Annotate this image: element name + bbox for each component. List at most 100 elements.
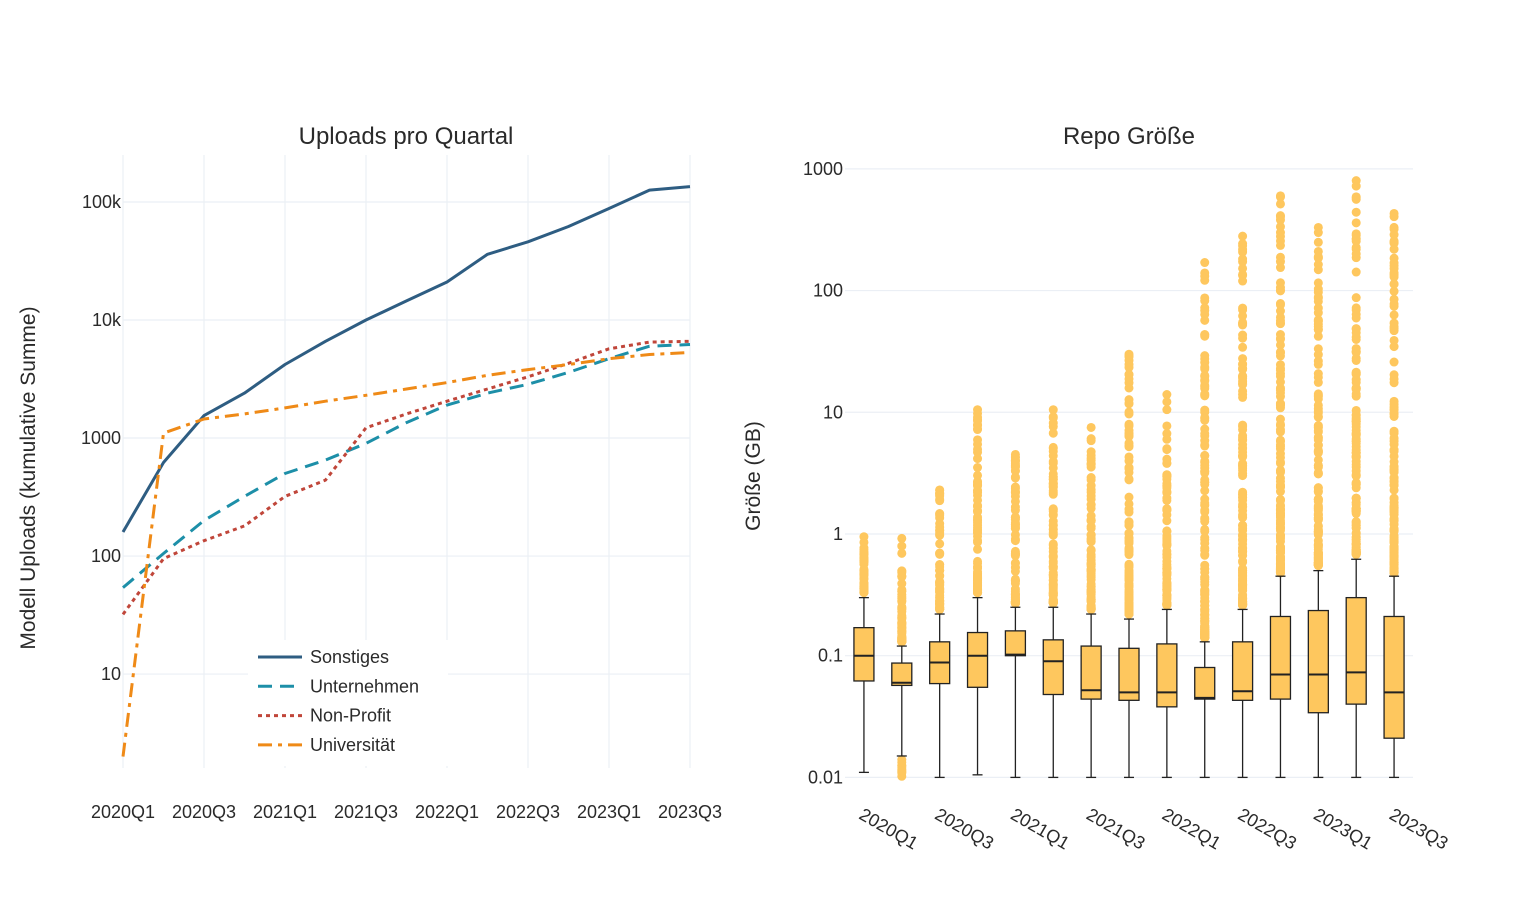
- outlier-point: [1124, 464, 1134, 474]
- outlier-point: [1238, 593, 1248, 603]
- box-2020Q1: [853, 532, 875, 774]
- y-tick-label: 1000: [803, 159, 843, 179]
- outlier-point: [1313, 372, 1323, 382]
- outlier-point: [1275, 199, 1285, 209]
- outlier-point: [1351, 244, 1361, 254]
- series-line-non-profit: [121, 339, 691, 616]
- outlier-point: [1275, 480, 1285, 490]
- outlier-point: [935, 591, 945, 601]
- outlier-point: [1238, 511, 1248, 521]
- outlier-point: [1200, 296, 1210, 306]
- outlier-point: [1351, 207, 1361, 217]
- outlier-point: [897, 548, 907, 558]
- outlier-point: [1351, 344, 1361, 354]
- outlier-point: [1010, 466, 1020, 476]
- outlier-point: [1162, 493, 1172, 503]
- outlier-point: [1124, 428, 1134, 438]
- outlier-point: [1238, 490, 1248, 500]
- x-tick-label: 2023Q1: [577, 802, 641, 822]
- outlier-point: [1389, 286, 1399, 296]
- outlier-point: [1275, 425, 1285, 435]
- outlier-point: [1162, 483, 1172, 493]
- outlier-point: [1086, 516, 1096, 526]
- outlier-point: [1275, 501, 1285, 511]
- legend-label-sonstiges: Sonstiges: [310, 647, 389, 667]
- x-tick-label: 2022Q1: [1159, 804, 1224, 853]
- outlier-point: [1238, 378, 1248, 388]
- outlier-point: [1238, 444, 1248, 454]
- outlier-point: [1389, 550, 1399, 560]
- outlier-point: [1275, 567, 1285, 577]
- box-2021Q4: [1118, 349, 1140, 779]
- outlier-point: [1275, 347, 1285, 357]
- uploads-x-ticks: 2020Q1 2020Q3 2021Q1 2021Q3 2022Q1 2022Q3 2023…: [91, 802, 722, 822]
- outlier-point: [1313, 527, 1323, 537]
- outlier-point: [1048, 405, 1058, 415]
- outlier-point: [1351, 367, 1361, 377]
- outlier-point: [1200, 524, 1210, 534]
- outlier-point: [1389, 253, 1399, 263]
- outlier-point: [1162, 526, 1172, 536]
- outlier-point: [1238, 556, 1248, 566]
- outlier-point: [1238, 319, 1248, 329]
- outlier-point: [1313, 325, 1323, 335]
- outlier-point: [1275, 333, 1285, 343]
- outlier-point: [1238, 465, 1248, 475]
- outlier-point: [1313, 303, 1323, 313]
- outlier-point: [1200, 380, 1210, 390]
- outlier-point: [1124, 528, 1134, 538]
- outlier-point: [1313, 445, 1323, 455]
- outlier-point: [859, 556, 869, 566]
- outlier-point: [1351, 504, 1361, 514]
- legend-label-universit-t: Universität: [310, 735, 395, 755]
- outlier-point: [1351, 328, 1361, 338]
- outlier-point: [1086, 473, 1096, 483]
- outlier-point: [1275, 403, 1285, 413]
- outlier-point: [1200, 268, 1210, 278]
- outlier-point: [1313, 331, 1323, 341]
- x-tick-label: 2022Q1: [415, 802, 479, 822]
- x-tick-label: 2020Q1: [856, 804, 921, 853]
- outlier-point: [1162, 549, 1172, 559]
- outlier-point: [1200, 258, 1210, 268]
- outlier-point: [1048, 412, 1058, 422]
- outlier-point: [1200, 351, 1210, 361]
- outlier-point: [1010, 595, 1020, 605]
- outlier-point: [1238, 420, 1248, 430]
- outlier-point: [1313, 513, 1323, 523]
- outlier-point: [1124, 520, 1134, 530]
- outlier-point: [1048, 428, 1058, 438]
- outlier-point: [1389, 224, 1399, 234]
- outlier-point: [1124, 504, 1134, 514]
- outlier-point: [897, 586, 907, 596]
- outlier-point: [1200, 533, 1210, 543]
- outlier-point: [1275, 449, 1285, 459]
- x-tick-label: 2020Q3: [172, 802, 236, 822]
- outlier-point: [1048, 528, 1058, 538]
- outlier-point: [1200, 364, 1210, 374]
- y-tick-label: 0.01: [808, 767, 843, 787]
- outlier-point: [1200, 412, 1210, 422]
- outlier-point: [1389, 244, 1399, 254]
- box-2020Q2: [891, 533, 913, 781]
- outlier-point: [1086, 575, 1096, 585]
- box-iqr: [1118, 647, 1140, 701]
- outlier-point: [1200, 505, 1210, 515]
- outlier-point: [1313, 315, 1323, 325]
- box-iqr: [1042, 639, 1064, 696]
- y-tick-label: 10: [823, 402, 843, 422]
- outlier-point: [1010, 502, 1020, 512]
- outlier-point: [859, 545, 869, 555]
- box-iqr: [1269, 615, 1292, 700]
- outlier-point: [1086, 565, 1096, 575]
- outlier-point: [1010, 488, 1020, 498]
- outlier-point: [1389, 208, 1399, 218]
- outlier-point: [1238, 452, 1248, 462]
- outlier-point: [1124, 562, 1134, 572]
- box-2022Q2: [1194, 258, 1216, 779]
- outlier-point: [1351, 547, 1361, 557]
- outlier-point: [1275, 515, 1285, 525]
- repo-size-y-axis-label: Größe (GB): [742, 421, 765, 531]
- outlier-point: [1162, 560, 1172, 570]
